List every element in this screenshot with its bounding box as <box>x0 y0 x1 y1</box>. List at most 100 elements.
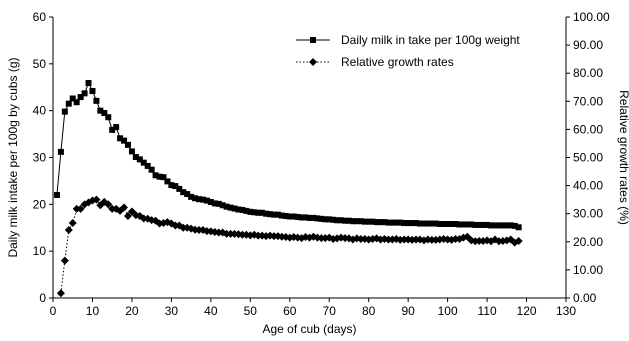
data-point <box>416 220 423 227</box>
left-y-tick-label: 40 <box>33 104 47 118</box>
data-point <box>393 219 400 226</box>
left-y-tick-label: 30 <box>33 151 47 165</box>
data-point <box>136 156 143 163</box>
data-point <box>345 217 352 224</box>
data-point <box>61 108 68 115</box>
data-point <box>472 221 479 228</box>
data-point <box>326 216 333 223</box>
data-point <box>507 222 514 229</box>
data-point <box>342 217 349 224</box>
data-point <box>274 211 281 218</box>
data-point <box>247 208 254 215</box>
data-point <box>353 218 360 225</box>
data-point <box>132 154 139 161</box>
data-point <box>117 135 124 142</box>
data-point <box>57 148 64 155</box>
right-y-tick-label: 70.00 <box>573 94 603 108</box>
data-point <box>199 196 206 203</box>
x-tick-label: 60 <box>283 304 297 318</box>
data-point <box>409 220 416 227</box>
data-point <box>85 80 92 87</box>
data-point <box>294 213 301 220</box>
x-tick-label: 20 <box>125 304 139 318</box>
data-point <box>511 222 518 229</box>
data-point <box>278 212 285 219</box>
data-point <box>432 220 439 227</box>
data-point <box>152 172 159 179</box>
data-point <box>476 221 483 228</box>
data-point <box>207 198 214 205</box>
right-y-tick-label: 100.00 <box>573 10 610 24</box>
data-point <box>101 110 108 117</box>
data-point <box>365 218 372 225</box>
data-point <box>334 217 341 224</box>
data-point <box>298 214 305 221</box>
data-point <box>81 90 88 97</box>
data-point <box>121 137 128 144</box>
data-point <box>389 219 396 226</box>
right-y-tick-label: 50.00 <box>573 151 603 165</box>
data-point <box>468 221 475 228</box>
data-point <box>401 220 408 227</box>
data-point <box>113 124 120 131</box>
data-point <box>215 200 222 207</box>
right-y-tick-label: 80.00 <box>573 66 603 80</box>
data-point <box>424 220 431 227</box>
data-point <box>168 182 175 189</box>
data-point <box>164 178 171 185</box>
data-point <box>251 209 258 216</box>
data-point <box>219 202 226 209</box>
data-point <box>330 216 337 223</box>
data-point <box>413 220 420 227</box>
data-point <box>239 206 246 213</box>
data-point <box>282 213 289 220</box>
left-y-tick-label: 20 <box>33 197 47 211</box>
data-point <box>184 191 191 198</box>
legend-marker <box>310 37 316 43</box>
data-point <box>318 215 325 222</box>
legend-label: Daily milk in take per 100g weight <box>341 33 520 47</box>
data-point <box>60 256 69 265</box>
right-y-tick-label: 20.00 <box>573 235 603 249</box>
legend-label: Relative growth rates <box>341 55 454 69</box>
left-y-tick-label: 10 <box>33 244 47 258</box>
data-point <box>306 214 313 221</box>
data-point <box>53 191 60 198</box>
data-point <box>428 220 435 227</box>
data-point <box>484 221 491 228</box>
right-y-tick-label: 10.00 <box>573 263 603 277</box>
data-point <box>286 213 293 220</box>
data-point <box>124 141 131 148</box>
data-point <box>440 221 447 228</box>
data-point <box>488 222 495 229</box>
right-y-tick-label: 30.00 <box>573 207 603 221</box>
data-point <box>448 221 455 228</box>
series-relative-growth <box>56 195 523 298</box>
data-point <box>92 195 101 204</box>
data-point <box>310 214 317 221</box>
data-point <box>128 148 135 155</box>
data-point <box>397 219 404 226</box>
data-point <box>69 95 76 102</box>
right-y-tick-label: 0.00 <box>573 291 597 305</box>
data-point <box>503 222 510 229</box>
data-point <box>123 211 132 220</box>
data-point <box>267 211 274 218</box>
data-point <box>156 173 163 180</box>
x-tick-label: 30 <box>165 304 179 318</box>
data-point <box>263 210 270 217</box>
right-y-axis-label: Relative growth rates (%) <box>617 90 629 225</box>
right-y-tick-label: 60.00 <box>573 122 603 136</box>
data-point <box>89 87 96 94</box>
data-point <box>314 215 321 222</box>
x-tick-label: 100 <box>438 304 458 318</box>
right-y-tick-label: 90.00 <box>573 38 603 52</box>
data-point <box>349 218 356 225</box>
data-point <box>235 206 242 213</box>
data-point <box>460 221 467 228</box>
x-tick-label: 80 <box>362 304 376 318</box>
legend-marker <box>309 58 317 66</box>
x-tick-label: 50 <box>244 304 258 318</box>
x-tick-label: 70 <box>323 304 337 318</box>
